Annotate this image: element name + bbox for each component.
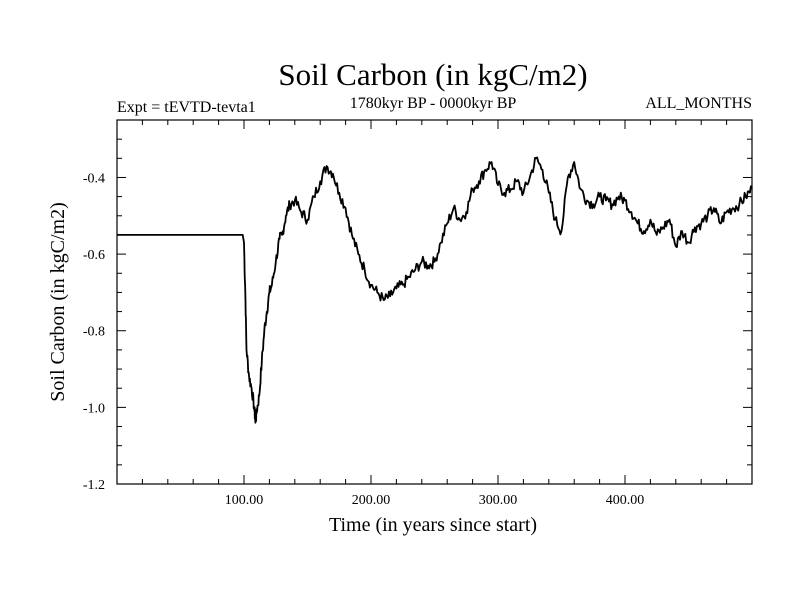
x-axis: 100.00 200.00 300.00 400.00 bbox=[141, 120, 728, 508]
plot-frame bbox=[116, 119, 753, 485]
y-axis-label: Soil Carbon (in kgC/m2) bbox=[47, 202, 69, 401]
y-tick-label: -0.6 bbox=[83, 248, 105, 263]
chart-subtitle-left: Expt = tEVTD-tevta1 bbox=[117, 99, 256, 116]
series-line bbox=[117, 156, 753, 424]
y-tick-label: -1.0 bbox=[83, 401, 105, 416]
x-tick-label: 300.00 bbox=[479, 493, 518, 508]
chart-title: Soil Carbon (in kgC/m2) bbox=[278, 57, 587, 92]
y-tick-label: -0.4 bbox=[83, 171, 105, 186]
x-tick-label: 100.00 bbox=[225, 493, 264, 508]
x-axis-label: Time (in years since start) bbox=[329, 514, 537, 536]
y-tick-label: -0.8 bbox=[83, 325, 105, 340]
chart-subtitle-center: 1780kyr BP - 0000kyr BP bbox=[350, 95, 517, 112]
x-tick-label: 200.00 bbox=[352, 493, 391, 508]
y-axis: -1.2 -1.0 -0.8 -0.6 -0.4 bbox=[83, 138, 752, 493]
y-tick-label: -1.2 bbox=[83, 478, 105, 493]
x-tick-label: 400.00 bbox=[606, 493, 645, 508]
chart-subtitle-right: ALL_MONTHS bbox=[645, 95, 752, 112]
